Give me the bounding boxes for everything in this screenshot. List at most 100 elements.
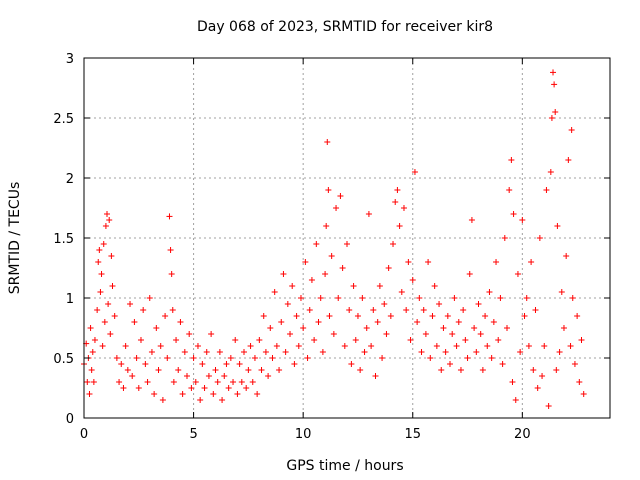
data-point [348,361,355,367]
data-point [565,157,572,163]
data-point [97,289,104,295]
data-point [214,379,221,385]
data-point [240,349,247,355]
data-point [558,289,565,295]
data-point [519,217,526,223]
data-point [466,271,473,277]
data-point [571,361,578,367]
data-point [91,337,98,343]
data-point [394,187,401,193]
data-point [276,367,283,373]
data-point [131,319,138,325]
data-point [379,355,386,361]
y-tick-label: 1 [66,292,74,307]
data-point [390,241,397,247]
data-point [164,355,171,361]
data-point [574,313,581,319]
data-point [479,367,486,373]
data-point [129,373,136,379]
data-point [122,343,129,349]
data-point [153,325,160,331]
data-point [186,331,193,337]
data-point [199,361,206,367]
data-point [221,373,228,379]
data-point [127,301,134,307]
data-point [501,235,508,241]
data-point [124,367,131,373]
data-point [291,361,298,367]
data-point [116,379,123,385]
data-point [313,241,320,247]
y-axis-label: SRMTID / TECUs [7,182,23,295]
grid [84,58,610,418]
data-point [438,367,445,373]
data-point [543,187,550,193]
data-point [405,259,412,265]
data-point [444,313,451,319]
data-point [100,241,107,247]
data-point [245,367,252,373]
data-point [166,213,173,220]
data-point [365,211,372,217]
data-point [560,325,567,331]
y-tick-label: 1.5 [53,232,74,247]
data-point [188,385,195,391]
data-point [409,277,416,283]
data-point [468,217,475,223]
data-point [517,349,524,355]
data-point [325,187,332,193]
data-point [436,301,443,307]
data-point [140,307,147,313]
data-point [159,397,166,403]
data-point [300,325,307,331]
data-point [273,343,280,349]
data-point [532,307,539,313]
data-point [326,313,333,319]
data-point [102,223,109,229]
data-point [280,271,287,277]
data-point [396,223,403,229]
data-point [374,319,381,325]
x-tick-label: 20 [514,427,531,442]
data-point [523,295,530,301]
data-point [548,115,555,121]
data-point [148,349,155,355]
data-point [167,247,174,253]
data-point [302,259,309,265]
data-point [113,355,120,361]
data-point [493,259,500,265]
data-point [254,391,261,397]
data-point [260,313,267,319]
data-point [295,343,302,349]
data-point [96,247,103,253]
data-point [387,313,394,319]
data-point [278,319,285,325]
data-point [392,199,399,205]
data-point [243,385,250,391]
data-points [81,69,587,409]
data-point [86,391,93,397]
data-point [118,361,125,367]
data-point [84,379,91,385]
y-tick-label: 0 [66,412,74,427]
data-point [256,337,263,343]
tick-labels: 0 5 10 15 20 0 0.5 1 1.5 2 2.5 3 [53,52,530,442]
data-point [383,331,390,337]
data-point [341,343,348,349]
data-point [552,109,559,115]
data-point [403,307,410,313]
data-point [539,373,546,379]
y-tick-label: 2.5 [53,112,74,127]
data-point [368,343,375,349]
data-point [101,319,108,325]
data-point [306,307,313,313]
data-point [420,307,427,313]
data-point [547,169,554,175]
data-point [249,379,256,385]
data-point [216,349,223,355]
y-tick-label: 2 [66,172,74,187]
data-point [354,313,361,319]
data-point [567,343,574,349]
data-point [308,277,315,283]
data-point [359,295,366,301]
